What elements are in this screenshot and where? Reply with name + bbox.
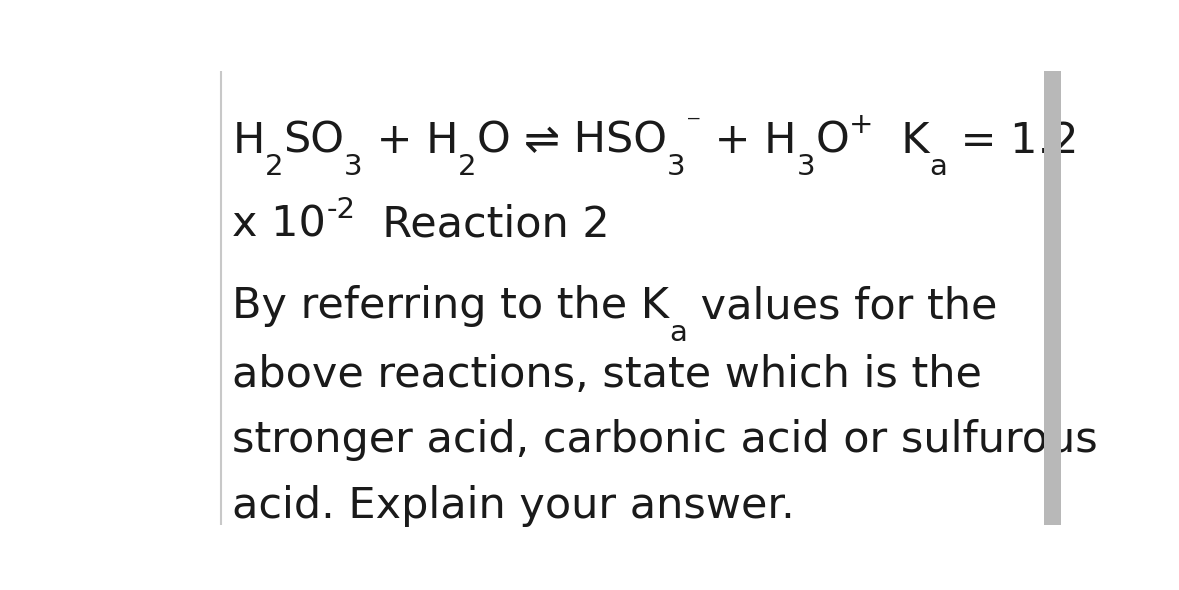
- Text: a: a: [670, 319, 687, 347]
- Text: -2: -2: [327, 195, 355, 224]
- Text: 3: 3: [344, 153, 363, 181]
- Text: O: O: [816, 120, 849, 162]
- Text: 2: 2: [459, 153, 476, 181]
- Text: x 10: x 10: [232, 204, 327, 245]
- Text: SO: SO: [283, 120, 344, 162]
- Text: ⇌: ⇌: [525, 120, 560, 162]
- Text: H: H: [232, 120, 265, 162]
- Text: 3: 3: [667, 153, 686, 181]
- Text: +: +: [849, 112, 874, 139]
- Text: = 1.2: = 1.2: [947, 120, 1079, 162]
- Text: HSO: HSO: [560, 120, 667, 162]
- Bar: [1043, 71, 1061, 525]
- Text: By referring to the K: By referring to the K: [232, 286, 670, 327]
- Text: K: K: [874, 120, 929, 162]
- Text: O: O: [476, 120, 525, 162]
- Text: above reactions, state which is the: above reactions, state which is the: [232, 353, 982, 395]
- Text: 3: 3: [797, 153, 816, 181]
- Text: ⁻: ⁻: [686, 112, 702, 139]
- Text: stronger acid, carbonic acid or sulfurous: stronger acid, carbonic acid or sulfurou…: [232, 419, 1098, 461]
- Text: Reaction 2: Reaction 2: [355, 204, 610, 245]
- Text: acid. Explain your answer.: acid. Explain your answer.: [232, 486, 795, 527]
- Text: + H: + H: [702, 120, 797, 162]
- Text: + H: + H: [363, 120, 459, 162]
- Text: 2: 2: [265, 153, 283, 181]
- Text: a: a: [929, 153, 947, 181]
- Text: values for the: values for the: [687, 286, 997, 327]
